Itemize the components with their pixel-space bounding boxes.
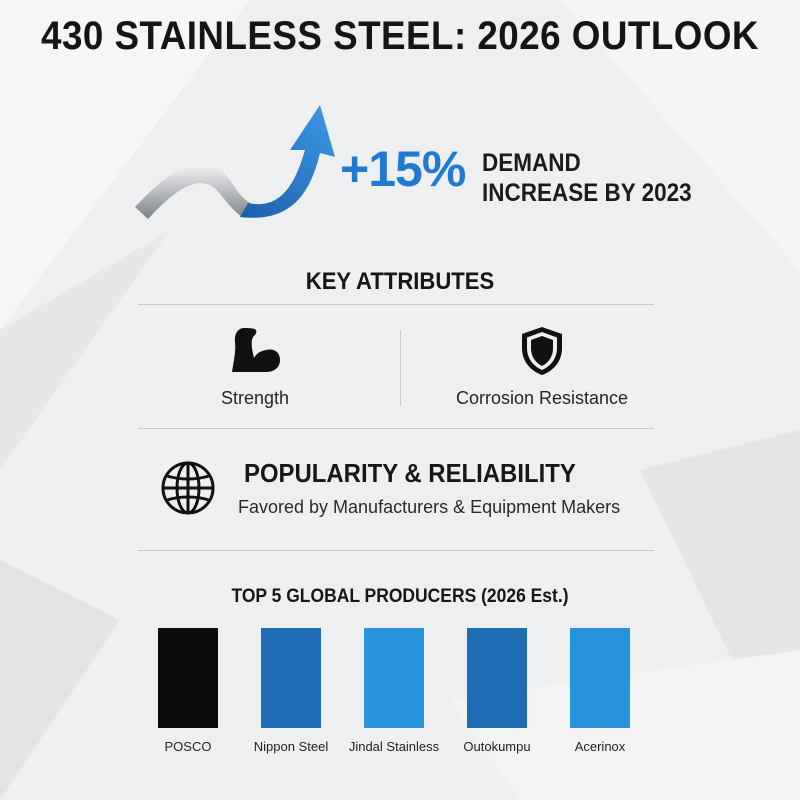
bar-acerinox (570, 628, 630, 728)
demand-caption-line2: INCREASE BY 2023 (482, 179, 692, 207)
category-label: Jindal Stainless (349, 739, 440, 754)
globe-icon (161, 461, 215, 515)
bar-jindal-stainless (364, 628, 424, 728)
category-label: Outokumpu (463, 739, 530, 754)
divider (138, 428, 654, 429)
divider (138, 304, 654, 305)
producers-bar-chart: POSCO Nippon Steel Jindal Stainless Outokum… (158, 628, 630, 754)
demand-percentage: +15% (340, 141, 466, 197)
category-label: Nippon Steel (254, 739, 329, 754)
shield-icon (522, 327, 562, 375)
producers-title: TOP 5 GLOBAL PRODUCERS (2026 Est.) (231, 586, 569, 607)
bar-outokumpu (467, 628, 527, 728)
popularity-title: POPULARITY & RELIABILITY (244, 458, 576, 488)
demand-caption: DEMAND INCREASE BY 2023 (482, 148, 692, 208)
page-title: 430 STAINLESS STEEL: 2026 OUTLOOK (41, 14, 759, 58)
category-label: Acerinox (575, 739, 626, 754)
bar-nippon-steel (261, 628, 321, 728)
attribute-label-strength: Strength (220, 388, 290, 408)
popularity-subtitle: Favored by Manufacturers & Equipment Mak… (238, 497, 621, 517)
divider (400, 330, 401, 406)
category-label: POSCO (165, 739, 212, 754)
attribute-label-corrosion-resistance: Corrosion Resistance (455, 388, 629, 408)
bar-posco (158, 628, 218, 728)
divider (138, 550, 654, 551)
key-attributes-title: KEY ATTRIBUTES (305, 268, 495, 295)
demand-caption-line1: DEMAND (482, 149, 581, 177)
rising-arrow-icon (135, 105, 335, 219)
flexed-arm-icon (232, 328, 280, 372)
